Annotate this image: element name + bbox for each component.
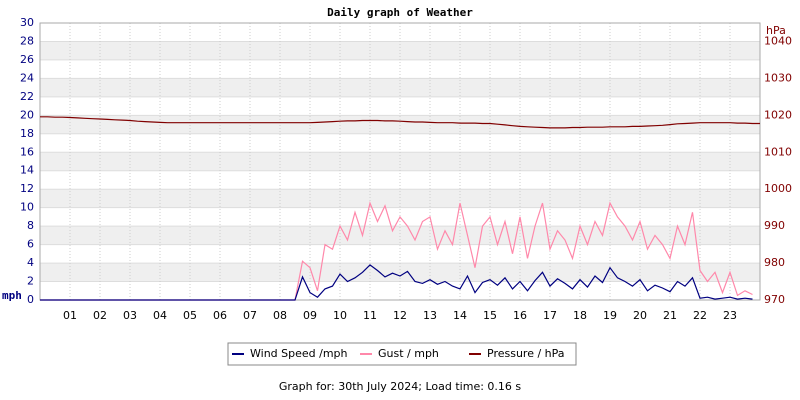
x-tick-label: 05 bbox=[183, 309, 197, 322]
x-tick-label: 03 bbox=[123, 309, 137, 322]
y2-tick-label: 1000 bbox=[764, 182, 792, 195]
y-tick-label: 30 bbox=[20, 16, 34, 29]
x-tick-label: 06 bbox=[213, 309, 227, 322]
y2-tick-label: 1030 bbox=[764, 71, 792, 84]
x-tick-label: 02 bbox=[93, 309, 107, 322]
y-tick-label: 28 bbox=[20, 34, 34, 47]
x-tick-label: 22 bbox=[693, 309, 707, 322]
x-tick-label: 17 bbox=[543, 309, 557, 322]
y-tick-label: 14 bbox=[20, 164, 34, 177]
y2-tick-label: 1010 bbox=[764, 145, 792, 158]
x-tick-label: 04 bbox=[153, 309, 167, 322]
y-tick-label: 20 bbox=[20, 108, 34, 121]
y-tick-label: 6 bbox=[27, 238, 34, 251]
x-tick-label: 23 bbox=[723, 309, 737, 322]
grid-band bbox=[40, 78, 760, 97]
series-line bbox=[40, 264, 753, 301]
x-tick-label: 20 bbox=[633, 309, 647, 322]
y2-tick-label: 1040 bbox=[764, 34, 792, 47]
footer: Graph for: 30th July 2024; Load time: 0.… bbox=[279, 380, 522, 393]
x-tick-label: 09 bbox=[303, 309, 317, 322]
x-tick-label: 11 bbox=[363, 309, 377, 322]
x-tick-label: 08 bbox=[273, 309, 287, 322]
y-tick-label: 8 bbox=[27, 219, 34, 232]
y2-tick-label: 980 bbox=[764, 256, 785, 269]
legend-label: Wind Speed /mph bbox=[250, 347, 348, 360]
y-tick-label: 18 bbox=[20, 127, 34, 140]
legend-box bbox=[227, 342, 577, 366]
x-tick-label: 16 bbox=[513, 309, 527, 322]
x-tick-label: 21 bbox=[663, 309, 677, 322]
x-tick-label: 07 bbox=[243, 309, 257, 322]
y-tick-label: 4 bbox=[27, 256, 34, 269]
series-line bbox=[40, 116, 760, 129]
y-tick-label: 26 bbox=[20, 53, 34, 66]
x-tick-label: 19 bbox=[603, 309, 617, 322]
y-tick-label: 2 bbox=[27, 275, 34, 288]
y-tick-label: 12 bbox=[20, 182, 34, 195]
y2-tick-label: 1020 bbox=[764, 108, 792, 121]
y2-tick-label: 990 bbox=[764, 219, 785, 232]
plot-frame bbox=[39, 22, 761, 301]
x-tick-label: 10 bbox=[333, 309, 347, 322]
y2-tick-label: 970 bbox=[764, 293, 785, 306]
x-tick-label: 01 bbox=[63, 309, 77, 322]
y-tick-label: 16 bbox=[20, 145, 34, 158]
legend-label: Gust / mph bbox=[378, 347, 439, 360]
x-tick-label: 18 bbox=[573, 309, 587, 322]
chart-title: Daily graph of Weather bbox=[327, 6, 473, 19]
y-tick-label: 10 bbox=[20, 201, 34, 214]
y-tick-label: 22 bbox=[20, 90, 34, 103]
y-tick-label: 24 bbox=[20, 71, 34, 84]
y-tick-label: 0 bbox=[27, 293, 34, 306]
y-axis-label: mph bbox=[2, 289, 22, 302]
y2-axis-label: hPa bbox=[766, 24, 786, 37]
legend-label: Pressure / hPa bbox=[487, 347, 565, 360]
x-tick-label: 15 bbox=[483, 309, 497, 322]
x-tick-label: 14 bbox=[453, 309, 467, 322]
x-tick-label: 13 bbox=[423, 309, 437, 322]
x-tick-label: 12 bbox=[393, 309, 407, 322]
